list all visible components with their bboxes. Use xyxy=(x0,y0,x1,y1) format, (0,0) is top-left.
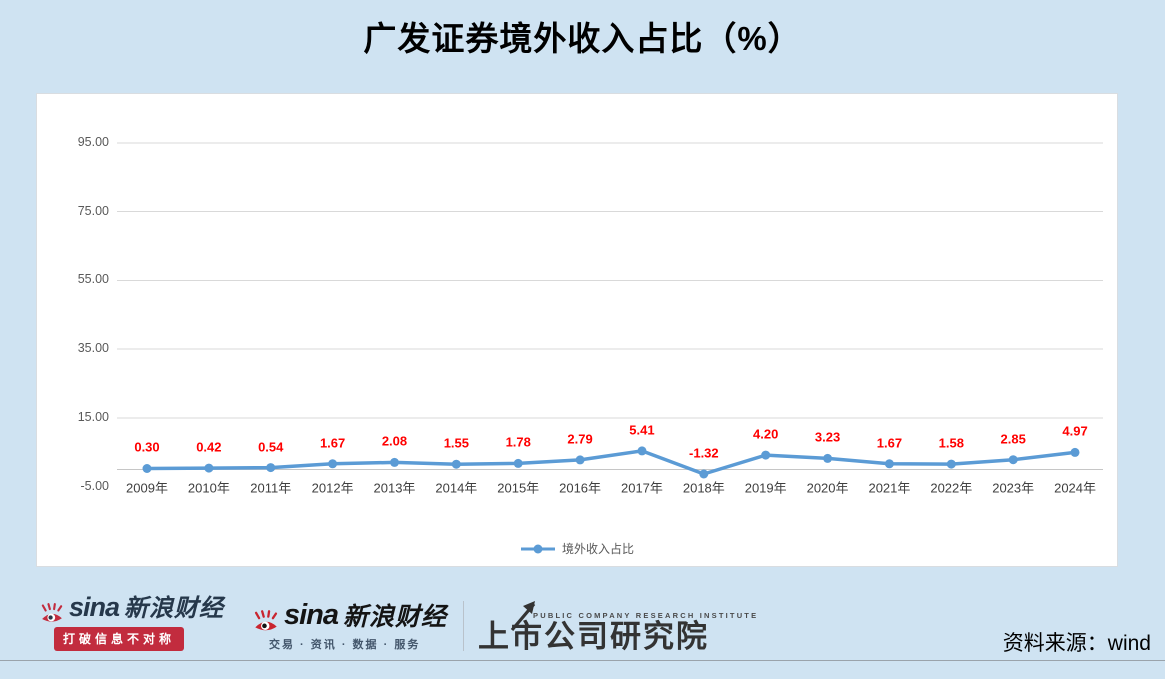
legend-line-marker-icon xyxy=(520,544,555,553)
footer-logo-divider xyxy=(463,601,465,652)
data-point xyxy=(266,463,276,473)
data-point xyxy=(142,464,152,473)
data-point xyxy=(637,446,647,456)
data-point xyxy=(451,459,461,469)
data-point xyxy=(575,455,585,465)
footer-divider-line xyxy=(0,660,1165,661)
data-point xyxy=(946,459,956,469)
sina-finance-cn-text: 新浪财经 xyxy=(124,595,225,622)
data-source-label: 资料来源：wind xyxy=(1002,632,1151,655)
data-point xyxy=(884,459,894,469)
chart-legend: 境外收入占比 xyxy=(37,540,1117,557)
data-point xyxy=(328,459,338,469)
data-point xyxy=(761,450,771,460)
research-institute-logo: PUBLIC COMPANY RESEARCH INSTITUTE 上市公司研究… xyxy=(478,598,758,654)
sina-slogan-badge: 打破信息不对称 xyxy=(54,627,185,651)
sina-services-tagline: 交易 · 资讯 · 数据 · 服务 xyxy=(269,638,421,651)
sina-logo-text: sina xyxy=(69,592,120,622)
data-point xyxy=(513,458,523,468)
chart-title: 广发证券境外收入占比（%） xyxy=(363,20,802,57)
sina-finance-watermark: sina 新浪财经 打破信息不对称 xyxy=(40,594,224,651)
chart-panel: 95.00 75.00 55.00 35.00 15.00 -5.00 2009年 2010年… xyxy=(36,93,1118,567)
sina-eye-icon xyxy=(254,609,278,630)
sina-finance-cn-text: 新浪财经 xyxy=(343,602,448,631)
rising-arrow-icon xyxy=(510,601,536,632)
institute-en-text: PUBLIC COMPANY RESEARCH INSTITUTE xyxy=(533,611,759,620)
data-point xyxy=(1070,447,1080,457)
series-line xyxy=(145,449,1077,476)
footer-logo-lockup: sina 新浪财经 交易 · 资讯 · 数据 · 服务 PUBLIC COMPA… xyxy=(253,598,758,654)
data-point xyxy=(390,457,399,467)
data-point xyxy=(1008,455,1018,465)
sina-logo-text: sina xyxy=(284,598,339,631)
line-chart-plot xyxy=(117,142,1103,479)
data-point xyxy=(699,469,709,479)
legend-label: 境外收入占比 xyxy=(561,542,634,556)
data-point xyxy=(823,453,833,463)
sina-finance-logo: sina 新浪财经 交易 · 资讯 · 数据 · 服务 xyxy=(253,598,448,652)
data-point xyxy=(204,463,214,473)
sina-eye-icon xyxy=(41,603,63,622)
